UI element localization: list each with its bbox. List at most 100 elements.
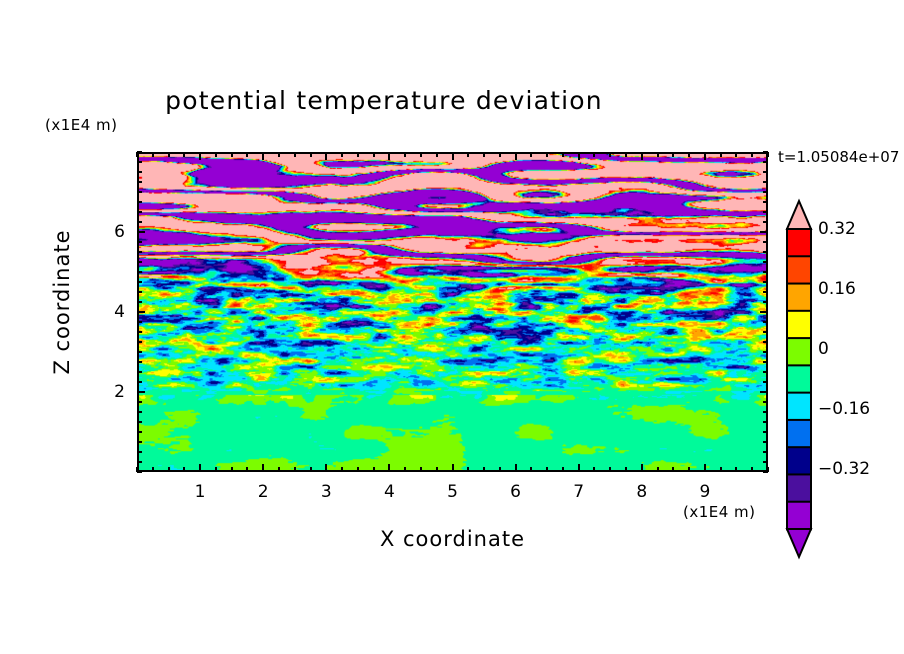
x-tick-minor-top <box>593 152 596 157</box>
x-tick-major-top <box>325 152 328 160</box>
y-tick-minor <box>137 461 142 463</box>
x-tick-minor-top <box>230 152 233 157</box>
y-tick-minor-right <box>763 301 768 303</box>
y-tick-minor <box>137 451 142 453</box>
x-tick-minor <box>183 467 186 472</box>
y-tick-label: 2 <box>114 382 125 402</box>
x-tick-minor-top <box>672 152 675 157</box>
x-tick-major <box>262 464 265 472</box>
y-axis-unit-label: (x1E4 m) <box>45 116 118 134</box>
x-axis-unit-label: (x1E4 m) <box>683 503 756 521</box>
y-tick-label: 4 <box>114 302 125 322</box>
x-tick-major <box>451 464 454 472</box>
x-tick-minor-top <box>719 152 722 157</box>
y-tick-minor <box>137 241 142 243</box>
x-tick-minor-top <box>277 152 280 157</box>
x-tick-minor <box>625 467 628 472</box>
x-tick-minor-top <box>419 152 422 157</box>
colorbar-tick-label: 0 <box>818 339 829 359</box>
y-tick-minor-right <box>763 201 768 203</box>
colorbar-band <box>786 337 812 367</box>
x-tick-minor <box>214 467 217 472</box>
x-tick-label: 5 <box>447 482 458 502</box>
y-tick-minor-right <box>763 171 768 173</box>
x-tick-major-top <box>262 152 265 160</box>
x-tick-label: 7 <box>573 482 585 502</box>
x-tick-minor <box>672 467 675 472</box>
x-tick-minor-top <box>435 152 438 157</box>
colorbar-band <box>786 391 812 422</box>
plot-area[interactable] <box>137 152 768 472</box>
colorbar-band <box>786 418 812 449</box>
y-tick-minor <box>137 211 142 213</box>
x-tick-minor <box>372 467 375 472</box>
x-tick-minor-top <box>372 152 375 157</box>
colorbar-band <box>786 446 812 476</box>
x-tick-minor <box>151 467 154 472</box>
x-tick-major-top <box>577 152 580 160</box>
y-tick-minor-right <box>763 461 768 463</box>
colorbar-band <box>786 255 812 285</box>
y-tick-minor <box>137 271 142 273</box>
x-tick-minor <box>530 467 533 472</box>
y-tick-label: 6 <box>114 222 125 242</box>
y-tick-major-right <box>760 231 768 233</box>
x-tick-minor <box>751 467 754 472</box>
colorbar-over-arrow <box>785 198 813 230</box>
x-tick-minor <box>483 467 486 472</box>
x-tick-minor <box>593 467 596 472</box>
x-tick-major <box>577 464 580 472</box>
y-tick-minor-right <box>763 191 768 193</box>
x-tick-minor <box>341 467 344 472</box>
x-tick-major-top <box>514 152 517 160</box>
y-tick-minor-right <box>763 291 768 293</box>
y-tick-minor-right <box>763 251 768 253</box>
x-tick-minor <box>356 467 359 472</box>
x-tick-minor <box>277 467 280 472</box>
x-tick-minor-top <box>735 152 738 157</box>
y-tick-minor-right <box>763 341 768 343</box>
x-tick-label: 9 <box>699 482 711 502</box>
y-tick-minor <box>137 341 142 343</box>
x-tick-label: 4 <box>383 482 395 502</box>
y-tick-minor <box>137 181 142 183</box>
x-tick-minor <box>467 467 470 472</box>
x-tick-minor <box>404 467 407 472</box>
x-tick-minor-top <box>656 152 659 157</box>
y-tick-minor-right <box>763 411 768 413</box>
x-tick-label: 6 <box>510 482 521 502</box>
colorbar-band <box>786 500 812 531</box>
colorbar-tick-label: −0.16 <box>818 399 871 419</box>
x-tick-minor <box>719 467 722 472</box>
time-annotation: t=1.05084e+07 <box>778 148 900 166</box>
x-tick-major-top <box>451 152 454 160</box>
x-tick-minor <box>498 467 501 472</box>
x-tick-major-top <box>640 152 643 160</box>
x-tick-major <box>640 464 643 472</box>
x-tick-minor-top <box>767 152 769 157</box>
x-tick-minor <box>688 467 691 472</box>
y-tick-major <box>137 231 145 233</box>
x-tick-minor <box>167 467 170 472</box>
colorbar-band <box>786 309 812 340</box>
y-tick-major <box>137 311 145 313</box>
colorbar[interactable] <box>785 198 813 560</box>
x-tick-minor <box>546 467 549 472</box>
x-tick-minor-top <box>625 152 628 157</box>
y-tick-minor <box>137 261 142 263</box>
y-tick-minor-right <box>763 371 768 373</box>
y-tick-minor <box>137 151 142 153</box>
y-tick-minor <box>137 381 142 383</box>
y-tick-major <box>137 391 145 393</box>
x-tick-minor <box>609 467 612 472</box>
y-tick-minor <box>137 171 142 173</box>
y-tick-minor <box>137 371 142 373</box>
x-tick-major <box>325 464 328 472</box>
x-tick-minor-top <box>609 152 612 157</box>
x-tick-major <box>514 464 517 472</box>
x-tick-minor <box>735 467 738 472</box>
y-tick-minor-right <box>763 331 768 333</box>
y-tick-minor-right <box>763 181 768 183</box>
y-tick-minor-right <box>763 221 768 223</box>
colorbar-tick-label: −0.32 <box>818 459 871 479</box>
